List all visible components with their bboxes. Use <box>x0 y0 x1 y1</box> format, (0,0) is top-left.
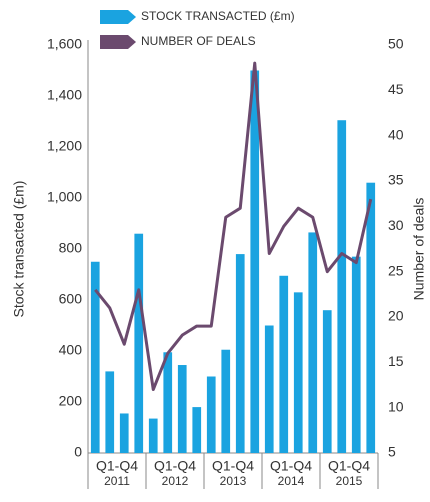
y2-tick-label: 35 <box>388 172 404 188</box>
bar <box>119 413 129 453</box>
y2-tick-label: 25 <box>388 262 404 278</box>
y-tick-label: 0 <box>74 444 82 460</box>
legend-swatch <box>100 35 136 49</box>
x-group-year: 2015 <box>336 474 363 488</box>
y2-tick-label: 40 <box>388 126 404 142</box>
y2-tick-label: 5 <box>388 444 396 460</box>
y-tick-label: 1,600 <box>47 36 82 52</box>
x-group-period: Q1-Q4 <box>154 458 196 474</box>
bar <box>351 256 361 453</box>
deals-line <box>94 61 373 392</box>
y-tick-label: 800 <box>59 240 83 256</box>
y-tick-label: 600 <box>59 291 83 307</box>
legend-label: NUMBER OF DEALS <box>141 34 256 48</box>
bar <box>221 349 231 453</box>
bar <box>279 275 289 453</box>
bar <box>308 232 318 453</box>
bar <box>163 352 173 453</box>
y-tick-label: 1,000 <box>47 189 82 205</box>
bar <box>293 292 303 453</box>
x-group-year: 2012 <box>162 474 189 488</box>
y2-tick-label: 15 <box>388 353 404 369</box>
legend-swatch <box>100 10 136 24</box>
bar <box>206 376 216 453</box>
x-group-year: 2013 <box>220 474 247 488</box>
bar <box>90 261 100 453</box>
y2-tick-label: 45 <box>388 81 404 97</box>
bar <box>366 182 376 453</box>
bar <box>337 120 347 453</box>
y-tick-label: 1,400 <box>47 87 82 103</box>
x-group-year: 2011 <box>104 474 130 488</box>
x-group-period: Q1-Q4 <box>96 458 138 474</box>
bar <box>322 310 332 453</box>
y2-axis-title: Number of deals <box>411 198 427 301</box>
x-group-year: 2014 <box>278 474 305 488</box>
y-axis-title: Stock transacted (£m) <box>11 181 27 318</box>
y2-tick-label: 50 <box>388 36 404 52</box>
bar <box>148 418 158 453</box>
y-tick-label: 200 <box>59 393 83 409</box>
x-group-period: Q1-Q4 <box>328 458 370 474</box>
y-tick-label: 400 <box>59 342 83 358</box>
legend-label: STOCK TRANSACTED (£m) <box>141 9 295 23</box>
bar <box>250 70 260 453</box>
y2-tick-label: 30 <box>388 217 404 233</box>
x-group-period: Q1-Q4 <box>212 458 254 474</box>
y2-tick-label: 10 <box>388 398 404 414</box>
bar <box>264 325 274 453</box>
bar <box>192 407 202 453</box>
bar <box>105 371 115 453</box>
y2-tick-label: 20 <box>388 308 404 324</box>
bar <box>177 365 187 453</box>
bar <box>235 254 245 453</box>
y-tick-label: 1,200 <box>47 138 82 154</box>
x-group-period: Q1-Q4 <box>270 458 312 474</box>
bar <box>134 233 144 453</box>
